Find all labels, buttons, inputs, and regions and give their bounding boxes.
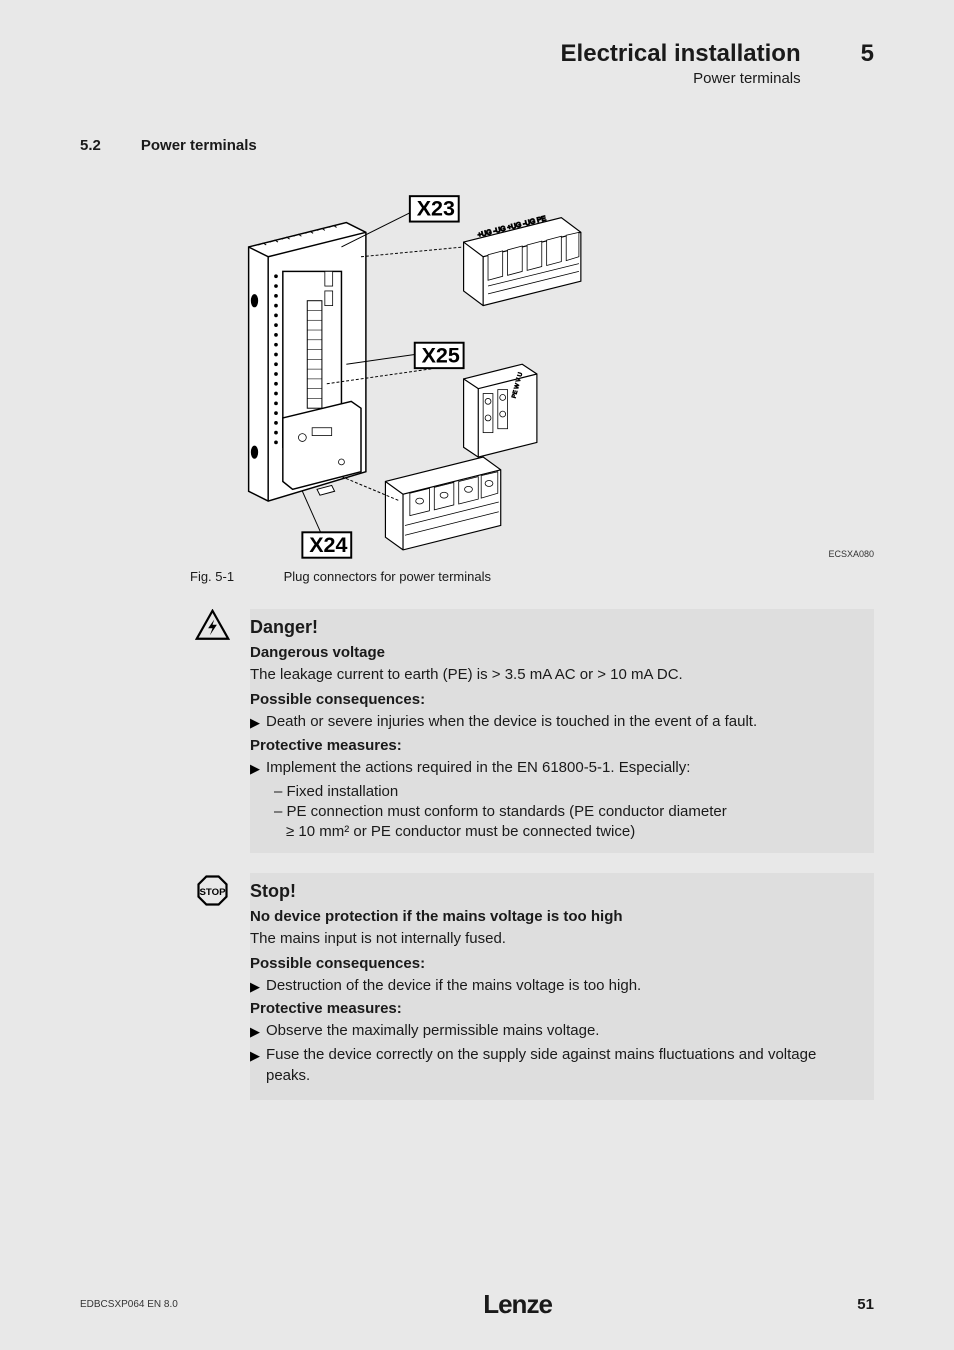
bullet-icon: ▶	[250, 1024, 260, 1040]
stop-conseq-label: Possible consequences:	[250, 955, 862, 972]
danger-title: Danger!	[250, 617, 862, 638]
doc-ref: EDBCSXP064 EN 8.0	[80, 1299, 178, 1310]
chapter-title: Electrical installation	[561, 40, 801, 68]
danger-text: The leakage current to earth (PE) is > 3…	[250, 665, 862, 685]
figure-ref: ECSXA080	[828, 549, 874, 559]
danger-icon	[195, 609, 230, 644]
danger-conseq-label: Possible consequences:	[250, 691, 862, 708]
stop-text: The mains input is not internally fused.	[250, 929, 862, 949]
label-x25: X25	[422, 343, 460, 367]
stop-title: Stop!	[250, 881, 862, 902]
danger-measures-label: Protective measures:	[250, 737, 862, 754]
stop-block: STOP Stop! No device protection if the m…	[190, 873, 874, 1100]
section-number: 5.2	[80, 137, 101, 154]
bullet-icon: ▶	[250, 1048, 260, 1064]
danger-subtitle: Dangerous voltage	[250, 644, 862, 661]
section-title: Power terminals	[141, 137, 257, 154]
stop-subtitle: No device protection if the mains voltag…	[250, 908, 862, 925]
page-footer: EDBCSXP064 EN 8.0 Lenze 51	[80, 1289, 874, 1320]
brand-logo: Lenze	[483, 1289, 552, 1320]
bullet-icon: ▶	[250, 979, 260, 995]
stop-measures-label: Protective measures:	[250, 1000, 862, 1017]
label-x23: X23	[417, 197, 455, 221]
danger-conseq: Death or severe injuries when the device…	[266, 712, 757, 732]
stop-measure2: Fuse the device correctly on the supply …	[266, 1045, 862, 1086]
svg-text:STOP: STOP	[200, 886, 227, 897]
figure-caption-text: Plug connectors for power terminals	[284, 569, 491, 584]
stop-conseq: Destruction of the device if the mains v…	[266, 976, 641, 996]
page-header: Electrical installation Power terminals …	[80, 40, 874, 87]
bullet-icon: ▶	[250, 761, 260, 777]
danger-block: Danger! Dangerous voltage The leakage cu…	[190, 609, 874, 853]
label-x24: X24	[309, 533, 347, 557]
figure-diagram: +UG -UG +UG -UG PE PE W V U	[190, 184, 874, 564]
figure-caption: Fig. 5-1 Plug connectors for power termi…	[190, 569, 874, 584]
chapter-number: 5	[861, 40, 874, 68]
stop-measure1: Observe the maximally permissible mains …	[266, 1021, 599, 1041]
bullet-icon: ▶	[250, 715, 260, 731]
danger-sub-measure: ≥ 10 mm² or PE conductor must be connect…	[286, 822, 862, 842]
page-number: 51	[857, 1296, 874, 1313]
danger-sub-measure: – Fixed installation	[274, 782, 862, 802]
stop-icon: STOP	[195, 873, 230, 908]
danger-measure: Implement the actions required in the EN…	[266, 758, 690, 778]
figure-number: Fig. 5-1	[190, 569, 280, 584]
chapter-subtitle: Power terminals	[561, 70, 801, 87]
section-header: 5.2 Power terminals	[80, 137, 874, 154]
danger-sub-measure: – PE connection must conform to standard…	[274, 802, 862, 822]
